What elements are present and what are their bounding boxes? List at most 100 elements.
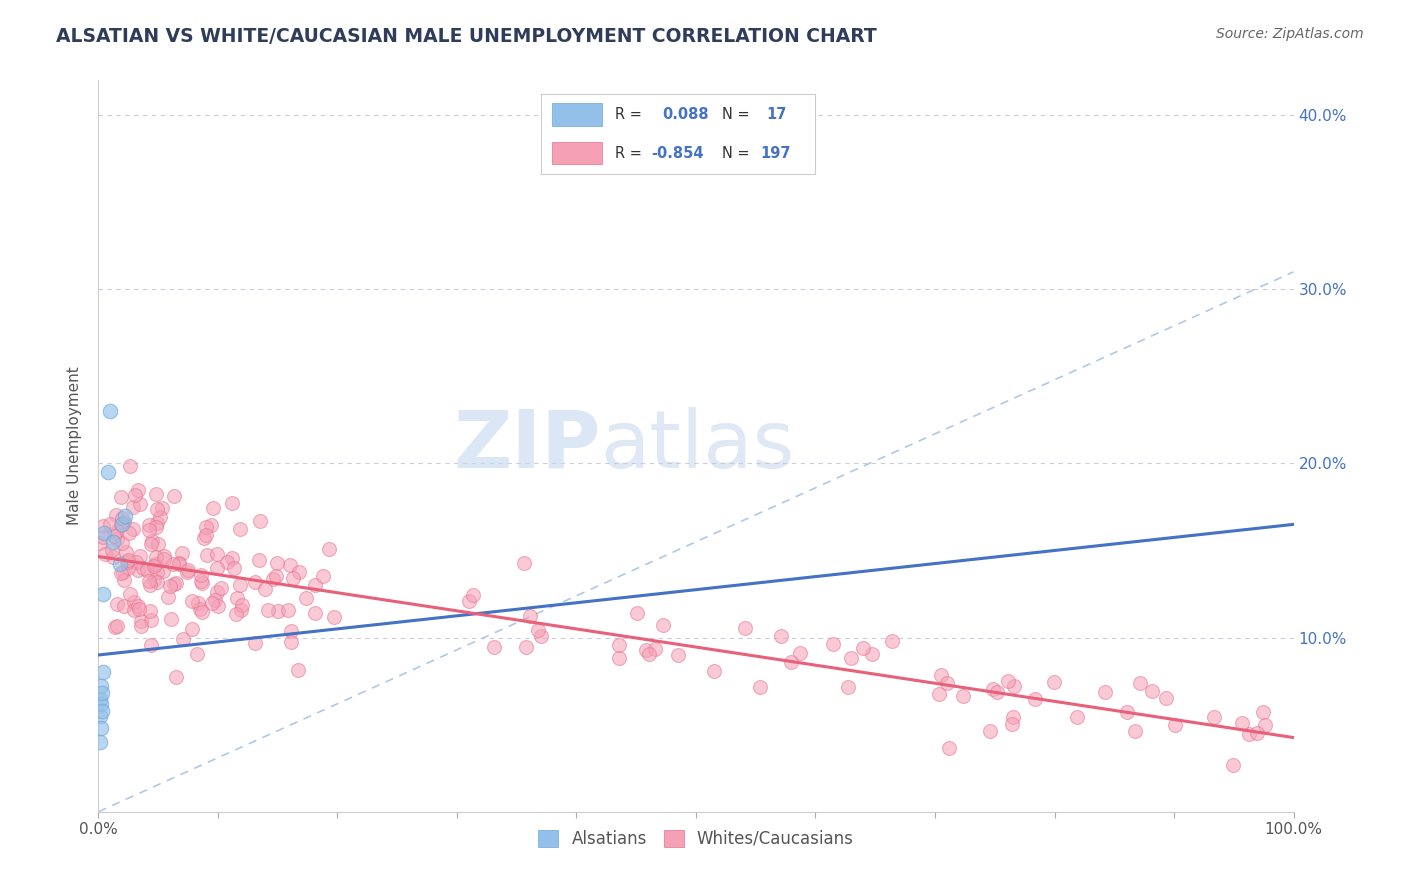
Point [176, 565, 198, 579]
Point [195, 528, 218, 542]
Point [139, 613, 162, 627]
Point [1115, 705, 1137, 719]
Point [225, 607, 247, 621]
Point [110, 518, 132, 533]
Point [105, 618, 128, 632]
Point [89, 691, 111, 706]
Point [1001, 709, 1024, 723]
Point [131, 614, 153, 628]
Point [195, 548, 218, 562]
Point [181, 594, 204, 608]
Point [463, 589, 485, 603]
Point [127, 563, 149, 577]
Point [986, 685, 1008, 699]
Point [249, 514, 271, 528]
Point [1123, 724, 1146, 739]
Point [138, 574, 160, 589]
Point [104, 508, 127, 522]
Point [253, 582, 276, 597]
Point [256, 603, 278, 617]
Point [101, 534, 124, 549]
Point [89, 709, 111, 723]
Point [122, 595, 145, 609]
Point [852, 641, 875, 656]
Text: ZIP: ZIP [453, 407, 600, 485]
Point [304, 577, 326, 591]
Point [162, 557, 184, 571]
Point [112, 515, 135, 529]
Point [880, 633, 903, 648]
Point [1002, 680, 1025, 694]
Point [979, 723, 1001, 738]
Point [145, 486, 167, 500]
Point [145, 550, 167, 565]
Point [952, 689, 974, 703]
Text: 0.088: 0.088 [662, 107, 709, 122]
Point [139, 604, 162, 618]
Point [703, 664, 725, 678]
Point [1230, 716, 1253, 731]
Point [288, 565, 311, 579]
Point [187, 596, 209, 610]
Point [215, 555, 238, 569]
Point [194, 520, 217, 534]
Text: 17: 17 [766, 107, 786, 122]
Point [111, 536, 134, 550]
Point [841, 651, 863, 665]
Point [644, 641, 666, 656]
Point [607, 639, 630, 653]
Bar [553, 142, 602, 164]
Point [146, 574, 169, 589]
Point [626, 606, 648, 620]
Point [135, 563, 157, 577]
Point [91, 704, 114, 718]
Point [1140, 684, 1163, 698]
Point [129, 549, 152, 563]
Point [98, 404, 122, 418]
Point [229, 603, 252, 617]
Point [458, 594, 481, 608]
Point [997, 674, 1019, 689]
Point [157, 591, 180, 605]
Point [482, 640, 505, 654]
Point [1164, 717, 1187, 731]
Point [146, 502, 169, 516]
Point [1254, 718, 1277, 732]
Point [112, 573, 135, 587]
Point [150, 500, 173, 515]
Point [152, 565, 174, 579]
Point [222, 561, 245, 575]
Point [93, 526, 115, 541]
Point [287, 663, 309, 677]
Text: N =: N = [723, 145, 749, 161]
Point [127, 483, 149, 497]
Point [132, 561, 155, 575]
Point [231, 598, 253, 612]
Point [1237, 727, 1260, 741]
Legend: Alsatians, Whites/Caucasians: Alsatians, Whites/Caucasians [531, 823, 860, 855]
Point [121, 500, 143, 514]
Point [262, 572, 284, 586]
Point [188, 602, 211, 616]
Point [97, 465, 120, 479]
Point [89, 735, 111, 749]
Point [190, 568, 212, 582]
Point [103, 528, 125, 542]
Point [1024, 691, 1046, 706]
Point [145, 557, 167, 571]
Point [90, 721, 112, 735]
Point [821, 637, 844, 651]
Point [138, 523, 160, 537]
Point [91, 587, 114, 601]
Point [748, 680, 770, 694]
Point [142, 559, 165, 574]
Point [89, 536, 111, 550]
Point [167, 556, 190, 570]
Point [322, 610, 344, 624]
Text: 197: 197 [761, 145, 792, 161]
Text: N =: N = [723, 107, 749, 122]
Point [209, 582, 232, 596]
Point [98, 516, 121, 531]
Point [115, 544, 138, 558]
Point [936, 676, 959, 690]
